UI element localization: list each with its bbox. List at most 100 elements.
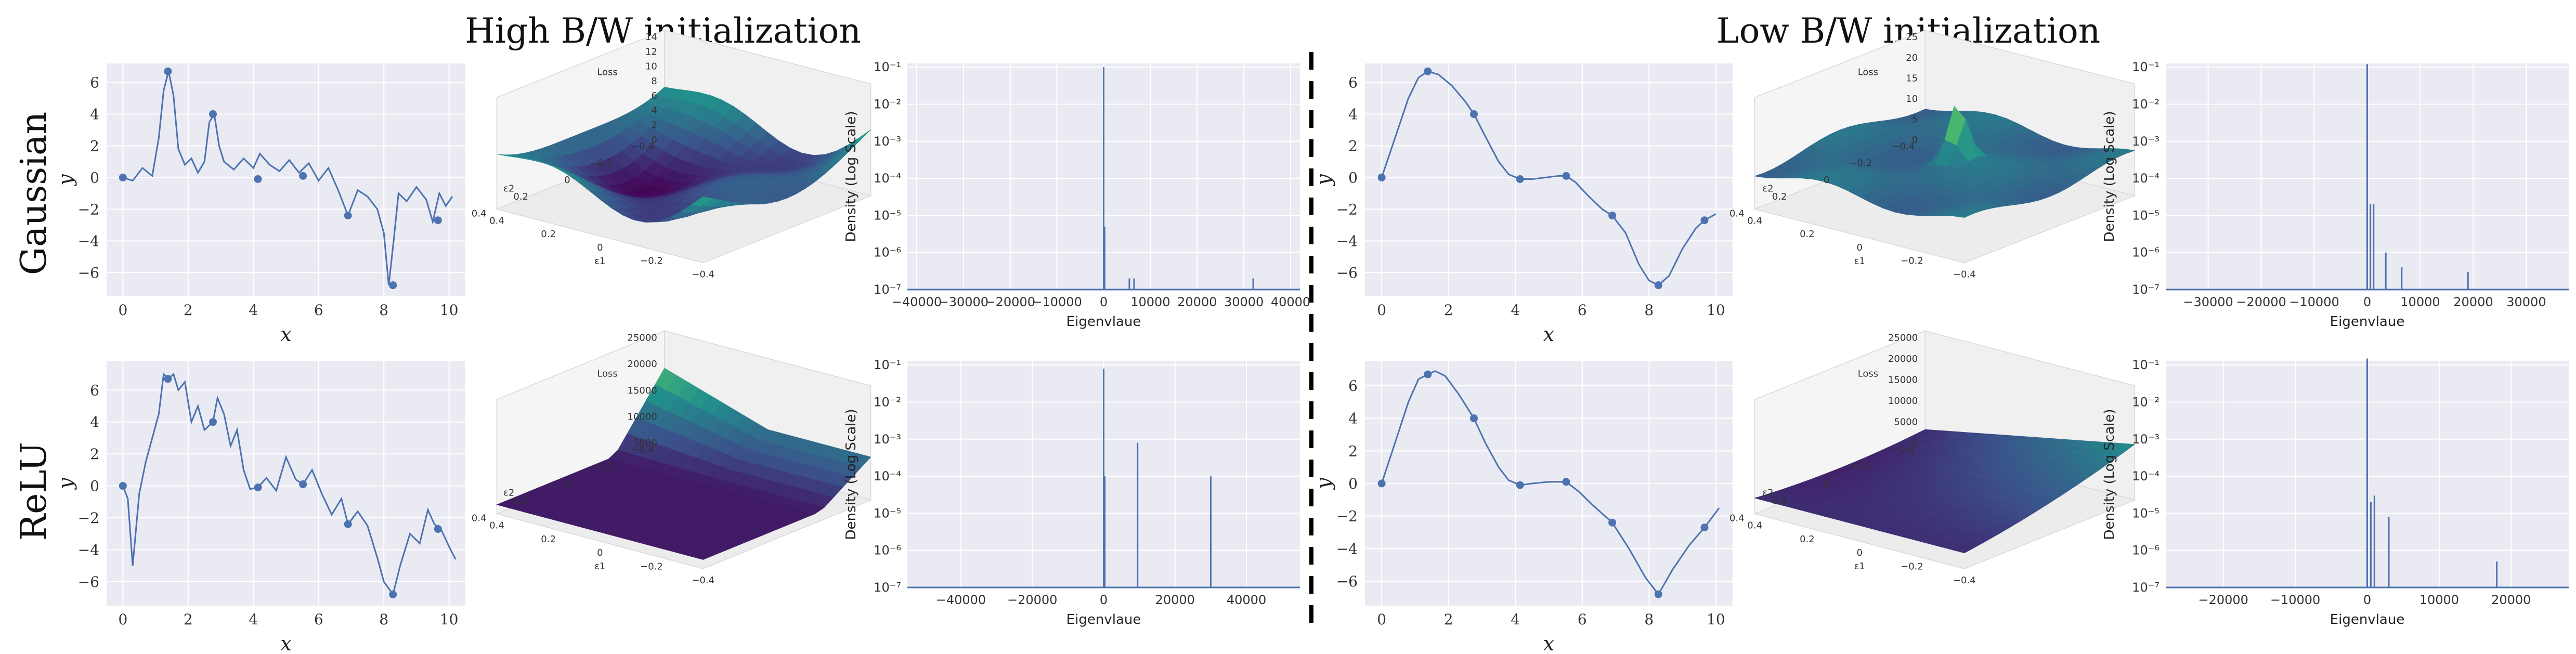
gauss-high-surface-xlabel: ε1 [594,256,605,267]
relu-low-fit-xtick-label: 4 [1511,611,1520,628]
relu-low-fit-ytick-label: 2 [1348,442,1358,460]
gauss-low-surface-ytick-label: 0.4 [1729,208,1745,219]
gauss-high-spectrum-ytick-label: 10⁻⁷ [874,282,901,297]
relu-low-fit-ytick-label: 4 [1348,410,1358,427]
gauss-low-surface-surface-facet [1951,212,1975,218]
gauss-high-fit-xtick-label: 0 [118,302,127,319]
relu-low-fit-xtick-label: 2 [1444,611,1453,628]
gauss-high-spectrum-xtick-label: 30000 [1224,295,1264,309]
gauss-low-surface-ytick-label: 0 [1824,175,1829,186]
gauss-low-surface-xlabel: ε1 [1854,256,1865,267]
gauss-low-spectrum-xlabel: Eigenvlaue [2330,314,2405,330]
gauss-high-spectrum-xtick-label: −40000 [892,295,942,309]
relu-high-fit-data-point [389,590,397,598]
gauss-high-spectrum-xtick-label: 20000 [1177,295,1217,309]
relu-high-fit-xlabel: x [280,632,291,654]
relu-high-surface-ztick-label: 5000 [633,438,657,449]
gauss-low-fit-data-point [1377,173,1386,181]
row-label-relu: ReLU [14,442,55,541]
relu-low-surface-ztick-label: 10000 [1888,396,1918,407]
gauss-high-fit-series-line [122,71,453,285]
gauss-high-spectrum-ytick-label: 10⁻⁵ [874,208,901,223]
relu-high-spectrum-xtick-label: −40000 [936,593,986,607]
relu-high-surface-ztick-label: 15000 [628,385,657,396]
gauss-low-fit-data-point [1700,216,1709,225]
gauss-high-surface-ylabel: ε2 [503,184,514,194]
relu-high-fit-xtick-label: 8 [379,611,388,628]
gauss-low-spectrum-ytick-label: 10⁻⁷ [2132,282,2159,297]
gauss-low-surface-xtick-label: 0.4 [1747,215,1762,226]
gauss-high-fit-data-point [299,172,307,180]
relu-low-surface-xtick-label: −0.4 [1953,575,1976,586]
gauss-high-fit-plot-area [107,63,465,296]
gauss-low-surface-xtick-label: −0.2 [1901,256,1923,267]
gauss-low-spectrum-xtick-label: 30000 [2506,295,2546,309]
relu-high-fit-ytick-label: 0 [90,478,99,495]
gauss-low-fit-chart: 0 2 4 6 8 10 −6 −4 −2 0 2 4 6 x y [1312,63,1733,346]
gauss-low-spectrum-ytick-label: 10⁻¹ [2132,60,2159,74]
relu-high-fit-xtick-label: 6 [314,611,323,628]
gauss-high-surface-ztick-label: 14 [645,32,657,43]
relu-low-fit-ylabel: y [1312,478,1335,490]
gauss-low-fit-xtick-label: 4 [1511,302,1520,319]
gauss-low-spectrum-ytick-label: 10⁻² [2132,97,2159,111]
gauss-low-surface-ylabel: ε2 [1762,184,1773,194]
relu-low-fit-data-point [1424,370,1432,378]
gauss-low-spectrum-ytick-label: 10⁻³ [2132,134,2159,149]
relu-low-surface-ylabel: ε2 [1762,488,1773,499]
gauss-low-spectrum-xtick-label: −30000 [2183,295,2233,309]
relu-low-fit-xtick-label: 6 [1578,611,1587,628]
gauss-low-spectrum-xtick-label: 20000 [2453,295,2493,309]
relu-low-spectrum-chart: −20000 −10000 0 10000 20000 10⁻⁷ 10⁻⁶ 10⁻⁵ 10⁻⁴ 1… [2102,358,2569,627]
gauss-low-fit-ytick-label: −2 [1336,201,1358,218]
gauss-low-spectrum-xtick-label: 10000 [2400,295,2440,309]
gauss-low-surface-xtick-label: 0.2 [1800,229,1815,240]
gauss-high-fit-data-point [389,281,397,290]
relu-low-spectrum-ytick-label: 10⁻⁴ [2132,469,2159,483]
gauss-low-fit-data-point [1424,67,1432,75]
relu-high-spectrum-ytick-label: 10⁻² [874,395,901,409]
gauss-high-surface-xtick-label: 0 [597,242,603,253]
relu-low-surface-xtick-label: 0 [1856,547,1862,558]
relu-high-fit-ytick-label: −6 [78,573,99,591]
relu-high-surface-ztick-label: 10000 [628,411,657,422]
relu-high-fit-data-point [299,480,307,489]
relu-low-spectrum-ytick-label: 10⁻² [2132,395,2159,409]
relu-high-surface-xtick-label: 0.2 [541,534,556,545]
relu-low-fit-xlabel: x [1543,632,1554,654]
relu-low-surface-zlabel: Loss [1858,368,1878,379]
gauss-low-spectrum-ytick-label: 10⁻⁵ [2132,208,2159,223]
relu-high-surface-ylabel: ε2 [503,488,514,499]
gauss-high-fit-xtick-label: 10 [440,302,459,319]
gauss-low-fit-xlabel: x [1543,323,1554,346]
relu-high-fit-xtick-label: 10 [440,611,459,628]
gauss-high-surface-ztick-label: 0 [651,135,657,146]
gauss-high-surface-zlabel: Loss [597,67,617,77]
relu-low-spectrum-ylabel: Density (Log Scale) [2102,409,2117,540]
relu-low-fit-data-point [1516,481,1524,489]
gauss-high-fit-ytick-label: 0 [90,169,99,186]
gauss-low-fit-ylabel: y [1312,174,1335,187]
gauss-high-surface-ztick-label: 2 [651,120,657,131]
gauss-low-fit-ytick-label: 6 [1348,74,1358,91]
relu-low-surface-ytick-label: 0.2 [1772,495,1787,506]
gauss-low-fit-ytick-label: −6 [1336,264,1358,281]
gauss-high-spectrum-xtick-label: 0 [1100,295,1108,309]
gauss-high-fit-xlabel: x [280,323,291,346]
gauss-high-surface-ytick-label: 0.2 [513,191,528,202]
gauss-high-surface-xtick-label: −0.2 [640,256,663,267]
gauss-high-surface-xtick-label: −0.4 [692,269,714,280]
gauss-high-fit-ytick-label: −6 [78,264,99,281]
gauss-high-fit-xtick-label: 6 [314,302,323,319]
gauss-high-spectrum-xtick-label: −20000 [985,295,1035,309]
relu-high-fit-ytick-label: 2 [90,446,99,463]
gauss-low-fit-xtick-label: 6 [1578,302,1587,319]
relu-high-spectrum-ytick-label: 10⁻³ [874,432,901,447]
relu-high-fit-xtick-label: 4 [249,611,258,628]
gauss-low-fit-data-point [1654,281,1662,290]
relu-high-surface-xtick-label: 0 [597,547,603,558]
relu-low-fit-data-point [1562,478,1570,486]
gauss-low-fit-ytick-label: 4 [1348,106,1358,123]
relu-low-surface-xtick-label: −0.2 [1901,561,1923,572]
gauss-low-surface-ytick-label: −0.4 [1892,141,1915,152]
